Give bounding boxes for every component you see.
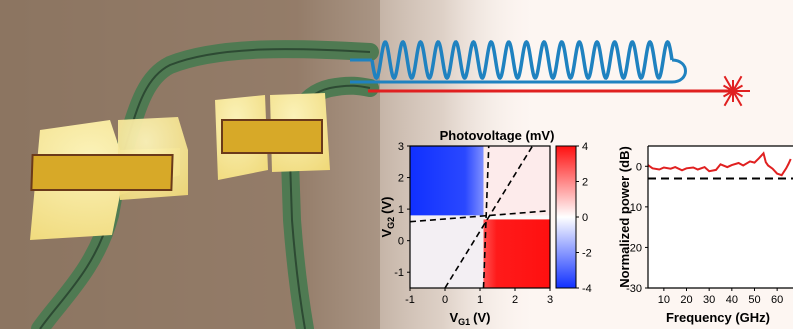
heatmap-ytick-label: 1 (398, 204, 404, 216)
heatmap-xlabel-main: V (449, 310, 458, 325)
device-photo (0, 0, 540, 329)
waveguide-left-core (39, 48, 371, 329)
starburst-ray (732, 75, 743, 92)
heatmap-region-positive (483, 219, 550, 288)
heatmap-ylabel: VG2 (V) (379, 196, 396, 237)
power-xtick-label: 30 (703, 294, 715, 306)
colorbar-tick-4: 4 (582, 141, 588, 153)
power-xlabel: Frequency (GHz) (666, 310, 770, 325)
power-xtick-label: 10 (658, 294, 670, 306)
heatmap-ylabel-sub: G2 (386, 217, 396, 229)
heatmap-xtick-label: 0 (442, 294, 448, 306)
device1-gate (30, 154, 174, 191)
power-xtick-label: 40 (726, 294, 738, 306)
starburst-ray (732, 84, 744, 92)
heatmap-ytick-label: 3 (398, 141, 404, 153)
heatmap-xlabel: VG1 (V) (449, 310, 490, 327)
heatmap-ylabel-main: V (379, 229, 394, 238)
starburst-ray (723, 75, 734, 92)
heatmap-xtick-label: 2 (512, 294, 518, 306)
power-chart: 10 20 30 40 50 60 0 -10 -20 -30 Frequency (GHz) N… (617, 145, 793, 325)
power-xtick-label: 50 (748, 294, 760, 306)
colorbar-tick-2: 2 (582, 177, 588, 189)
device2-gate (221, 119, 323, 154)
power-ylabel: Normalized power (dB) (617, 146, 632, 288)
power-xtick-label: 60 (771, 294, 783, 306)
heatmap-ytick-label: 2 (398, 173, 404, 185)
starburst-ray (732, 90, 743, 107)
heatmap-ytick-label: -1 (394, 267, 404, 279)
heatmap-region-upper-right (483, 146, 550, 216)
power-plot-area (648, 146, 793, 288)
starburst-ray (723, 90, 734, 107)
power-frame (647, 146, 793, 289)
heatmap-region-lower-left (410, 215, 484, 288)
power-ytick-label: -20 (626, 242, 642, 254)
heatmap-region-negative (410, 146, 484, 216)
heatmap-dashed-line (409, 209, 551, 223)
power-ytick-label: -30 (626, 283, 642, 295)
colorbar-ticks: 4 2 0 -2 -4 (576, 141, 592, 295)
rf-return-path (350, 58, 687, 84)
colorbar-tick-0: 0 (582, 212, 588, 224)
colorbar-tick-neg2: -2 (582, 248, 592, 260)
heatmap-dashed-line (482, 145, 490, 289)
rf-sine-wave-icon (370, 39, 674, 81)
power-ytick-label: -10 (626, 202, 642, 214)
heatmap-xtick-label: -1 (405, 294, 415, 306)
heatmap-xtick-label: 3 (547, 294, 553, 306)
heatmap-xlabel-sub: G1 (458, 317, 470, 327)
colorbar (555, 145, 577, 289)
power-series-line (647, 151, 792, 177)
heatmap-xlabel-unit: (V) (473, 310, 490, 325)
heatmap-ylabel-unit: (V) (379, 196, 394, 213)
heatmap-title: Photovoltage (mV) (440, 128, 555, 143)
power-ytick-label: 0 (636, 161, 642, 173)
heatmap-xtick-label: 1 (477, 294, 483, 306)
laser-starburst-icon (716, 75, 750, 107)
colorbar-tick-neg4: -4 (582, 283, 592, 295)
heatmap-dashed-line (444, 145, 534, 289)
heatmap-ytick-label: 0 (398, 236, 404, 248)
power-xtick-label: 20 (680, 294, 692, 306)
